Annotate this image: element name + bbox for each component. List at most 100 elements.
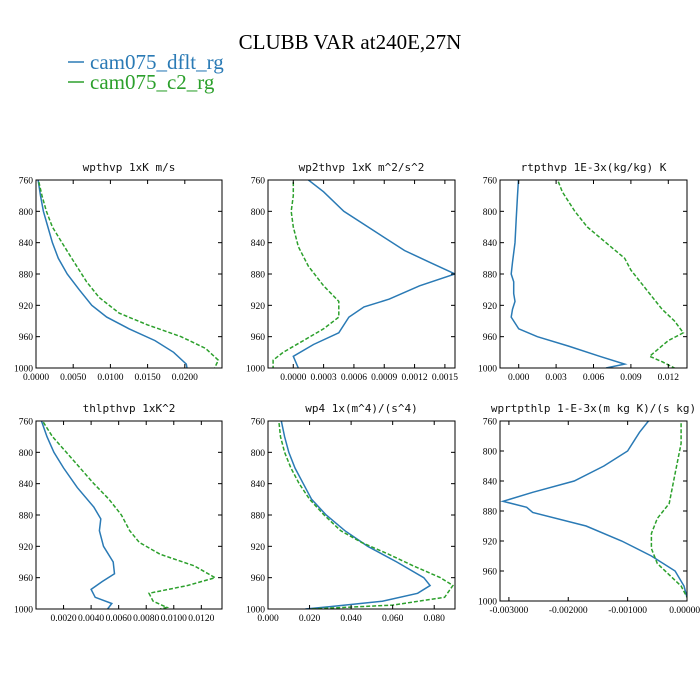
- legend-label-0: cam075_dflt_rg: [90, 50, 224, 74]
- x-tick-label: 0.0100: [161, 614, 187, 624]
- y-tick-label: 920: [483, 302, 498, 312]
- x-tick-label: 0.006: [583, 373, 605, 383]
- panel-1: wp2thvp 1xK m^2/s^2 760 800 840 880 920 960 100…: [246, 161, 458, 383]
- y-tick-label: 920: [483, 538, 498, 548]
- y-tick-label: 840: [483, 478, 498, 488]
- x-tick-label: 0.009: [620, 373, 642, 383]
- x-tick-label: 0.000000: [669, 606, 700, 616]
- panel-3: thlpthvp 1xK^2 760 800 840 880 920 960 1000 0.00…: [14, 402, 223, 624]
- x-tick-label: 0.0009: [371, 373, 397, 383]
- y-tick-label: 880: [19, 512, 34, 522]
- y-tick-label: 760: [251, 177, 266, 187]
- y-tick-label: 840: [19, 480, 34, 490]
- panel-2: rtpthvp 1E-3x(kg/kg) K 760 800 840 880 920 960…: [478, 161, 688, 383]
- y-tick-label: 760: [251, 418, 266, 428]
- series-line-5-0: [500, 421, 687, 598]
- series-line-2-0: [510, 180, 628, 368]
- x-tick-label: 0.0000: [280, 373, 306, 383]
- panel-title-5: wprtpthlp 1-E-3x(m kg K)/(s kg): [491, 402, 696, 415]
- y-tick-label: 800: [251, 208, 266, 218]
- y-tick-label: 920: [19, 543, 34, 553]
- x-tick-label: -0.002000: [549, 606, 588, 616]
- y-tick-label: 800: [19, 208, 34, 218]
- y-tick-label: 760: [483, 418, 498, 428]
- series-line-3-0: [40, 421, 116, 609]
- x-tick-label: 0.0060: [106, 614, 132, 624]
- panel-0: wpthvp 1xK m/s76080084088092096010000.00…: [14, 161, 223, 383]
- y-tick-label: 840: [19, 239, 34, 249]
- y-tick-label: 1000: [478, 365, 497, 375]
- x-tick-label: 0.003: [545, 373, 567, 383]
- y-tick-label: 800: [251, 449, 266, 459]
- x-tick-label: 0.0100: [97, 373, 123, 383]
- y-tick-label: 880: [251, 271, 266, 281]
- series-line-4-0: [280, 421, 432, 609]
- panel-title-1: wp2thvp 1xK m^2/s^2: [299, 161, 425, 174]
- x-tick-label: 0.020: [299, 614, 321, 624]
- y-tick-label: 1000: [246, 365, 265, 375]
- series-line-4-1: [278, 421, 454, 609]
- x-tick-label: 0.0150: [135, 373, 161, 383]
- x-tick-label: 0.0003: [311, 373, 337, 383]
- x-tick-label: 0.0080: [133, 614, 159, 624]
- x-tick-label: 0.0015: [432, 373, 458, 383]
- y-tick-label: 880: [19, 271, 34, 281]
- y-tick-label: 800: [483, 208, 498, 218]
- y-tick-label: 960: [251, 333, 266, 343]
- y-tick-label: 800: [19, 449, 34, 459]
- y-tick-label: 960: [483, 333, 498, 343]
- y-tick-label: 1000: [478, 598, 497, 608]
- y-tick-label: 840: [251, 239, 266, 249]
- y-tick-label: 920: [251, 543, 266, 553]
- y-tick-label: 960: [19, 574, 34, 584]
- y-tick-label: 880: [483, 508, 498, 518]
- series-line-1-0: [292, 180, 455, 368]
- x-tick-label: 0.080: [424, 614, 446, 624]
- x-tick-label: 0.0020: [50, 614, 76, 624]
- x-tick-label: 0.0006: [341, 373, 367, 383]
- x-tick-label: 0.0050: [60, 373, 86, 383]
- y-tick-label: 840: [483, 239, 498, 249]
- x-tick-label: -0.001000: [608, 606, 647, 616]
- y-tick-label: 960: [19, 333, 34, 343]
- panel-title-4: wp4 1x(m^4)/(s^4): [305, 402, 418, 415]
- y-tick-label: 880: [251, 512, 266, 522]
- series-line-2-1: [556, 180, 685, 368]
- x-tick-label: -0.003000: [490, 606, 529, 616]
- y-tick-label: 1000: [14, 606, 33, 616]
- y-tick-label: 760: [19, 177, 34, 187]
- panel-5: wprtpthlp 1-E-3x(m kg K)/(s kg) 760 800 840…: [478, 402, 700, 616]
- x-tick-label: 0.040: [340, 614, 362, 624]
- y-tick-label: 960: [483, 568, 498, 578]
- series-line-5-1: [650, 421, 687, 598]
- panel-title-0: wpthvp 1xK m/s: [83, 161, 176, 174]
- y-tick-label: 880: [483, 271, 498, 281]
- legend-label-1: cam075_c2_rg: [90, 70, 215, 94]
- y-tick-label: 960: [251, 574, 266, 584]
- y-tick-label: 760: [483, 177, 498, 187]
- series-line-0-1: [37, 180, 220, 368]
- panel-4: wp4 1x(m^4)/(s^4)76080084088092096010000…: [246, 402, 456, 624]
- x-tick-label: 0.0040: [78, 614, 104, 624]
- x-tick-label: 0.012: [658, 373, 680, 383]
- y-tick-label: 760: [19, 418, 34, 428]
- x-tick-label: 0.0200: [172, 373, 198, 383]
- series-line-0-0: [37, 180, 188, 368]
- x-tick-label: 0.000: [257, 614, 279, 624]
- x-tick-label: 0.0120: [188, 614, 214, 624]
- x-tick-label: 0.060: [382, 614, 404, 624]
- panels: wpthvp 1xK m/s76080084088092096010000.00…: [14, 161, 700, 624]
- y-tick-label: 1000: [14, 365, 33, 375]
- y-tick-label: 920: [251, 302, 266, 312]
- x-tick-label: 0.0012: [402, 373, 428, 383]
- y-tick-label: 800: [483, 448, 498, 458]
- x-tick-label: 0.000: [508, 373, 530, 383]
- figure-title: CLUBB VAR at240E,27N: [239, 30, 462, 54]
- panel-title-3: thlpthvp 1xK^2: [83, 402, 176, 415]
- y-tick-label: 840: [251, 480, 266, 490]
- x-tick-label: 0.0000: [23, 373, 49, 383]
- y-tick-label: 1000: [246, 606, 265, 616]
- y-tick-label: 920: [19, 302, 34, 312]
